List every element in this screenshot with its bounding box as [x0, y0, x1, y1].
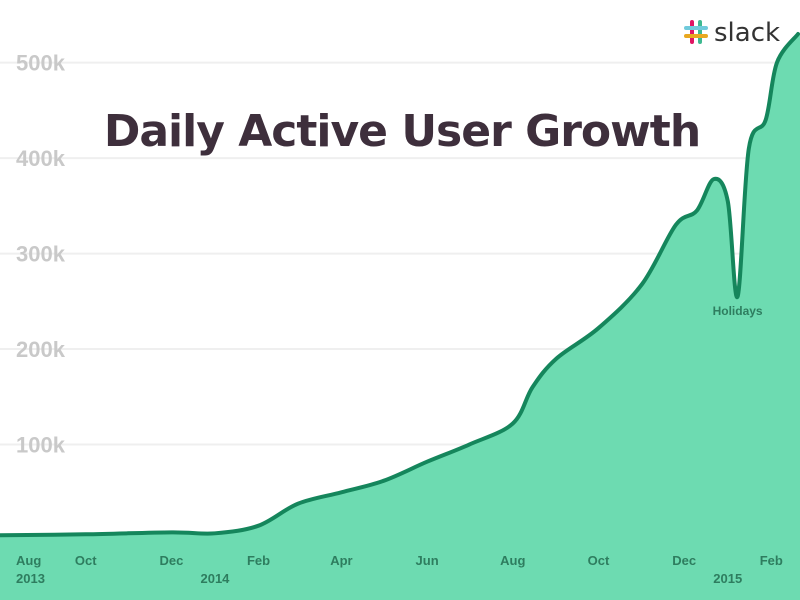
- x-tick-label: Aug: [500, 553, 525, 568]
- y-tick-label: 500k: [16, 51, 66, 76]
- x-tick-label: Dec: [159, 553, 183, 568]
- brand-logo: slack: [684, 18, 780, 48]
- x-tick-label: Jun: [416, 553, 439, 568]
- annotation-label: Holidays: [713, 304, 763, 318]
- y-tick-label: 200k: [16, 337, 66, 362]
- x-axis-ticks: Aug 2013 Oct Dec 2014 Feb Apr Jun Aug Oct Dec 2015 F…: [16, 553, 783, 586]
- x-tick-label: Apr: [330, 553, 352, 568]
- chart-title: Daily Active User Growth: [104, 106, 700, 157]
- annotations: Holidays: [713, 304, 763, 318]
- brand-name: slack: [714, 18, 780, 48]
- y-axis-ticks: 100k 200k 300k 400k 500k: [16, 51, 66, 458]
- x-tick-year-label: 2014: [200, 571, 230, 586]
- x-tick-label: Oct: [75, 553, 97, 568]
- x-tick-label: Feb: [247, 553, 270, 568]
- x-tick-label: Aug: [16, 553, 41, 568]
- x-tick-year-label: 2015: [713, 571, 742, 586]
- series-line: [0, 32, 800, 538]
- x-tick-label: Dec: [672, 553, 696, 568]
- x-tick-label: Feb: [760, 553, 783, 568]
- x-tick-year-label: 2013: [16, 571, 45, 586]
- y-tick-label: 400k: [16, 146, 66, 171]
- area-fill: [0, 34, 800, 600]
- x-tick-label: Oct: [588, 553, 610, 568]
- y-tick-label: 100k: [16, 433, 66, 458]
- y-tick-label: 300k: [16, 242, 66, 267]
- slack-hash-icon: [684, 20, 708, 44]
